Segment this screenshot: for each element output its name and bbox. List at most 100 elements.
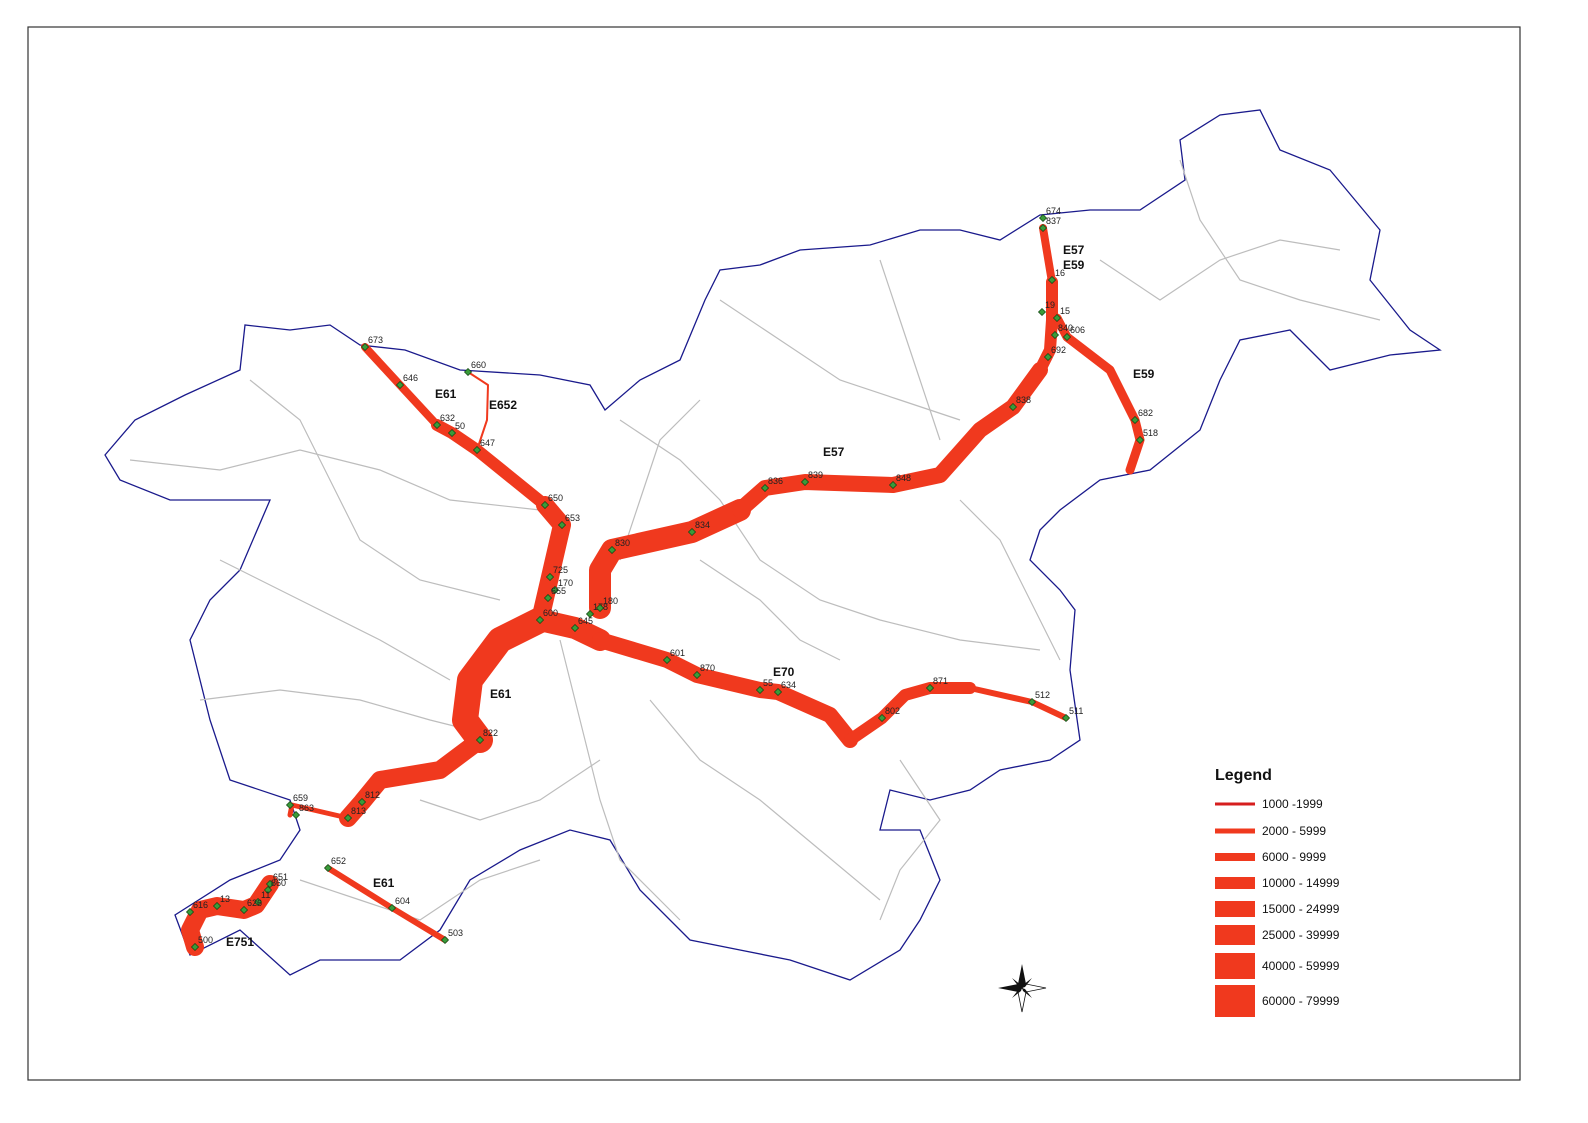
legend-swatch (1215, 802, 1255, 806)
station-marker (1061, 713, 1071, 723)
station-marker (692, 670, 702, 680)
station-marker (1130, 415, 1140, 425)
legend-label: 6000 - 9999 (1262, 850, 1326, 864)
legend-label: 40000 - 59999 (1262, 959, 1340, 973)
station-marker (877, 713, 887, 723)
stations: 6736466606325064765065372517065560017818… (185, 206, 1158, 952)
station-label: 652 (331, 856, 346, 866)
station-marker (253, 897, 263, 907)
station-marker (440, 935, 450, 945)
legend-label: 60000 - 79999 (1262, 994, 1340, 1008)
station-label: 812 (365, 790, 380, 800)
station-marker (540, 500, 550, 510)
station-label: 840 (1058, 323, 1073, 333)
route-label: E61 (435, 387, 457, 401)
station-label: 813 (351, 806, 366, 816)
station-label: 660 (471, 360, 486, 370)
station-marker (395, 380, 405, 390)
station-label: 651 (273, 872, 288, 882)
station-label: 653 (565, 513, 580, 523)
station-marker (800, 477, 810, 487)
station-marker (212, 901, 222, 911)
legend-swatch (1215, 853, 1255, 861)
legend-swatch (1215, 877, 1255, 889)
station-marker (1052, 313, 1062, 323)
station-marker (888, 480, 898, 490)
station-label: 673 (368, 335, 383, 345)
station-marker (432, 420, 442, 430)
station-marker (239, 905, 249, 915)
legend-label: 2000 - 5999 (1262, 824, 1326, 838)
route-label: E57 (1063, 243, 1085, 257)
station-label: 838 (1016, 395, 1031, 405)
station-marker (607, 545, 617, 555)
station-marker (1047, 275, 1057, 285)
station-label: 848 (896, 473, 911, 483)
station-marker (447, 428, 457, 438)
station-label: 500 (198, 935, 213, 945)
station-marker (291, 810, 301, 820)
station-marker (323, 863, 333, 873)
station-marker (1027, 697, 1037, 707)
route-label: E61 (490, 687, 512, 701)
station-marker (755, 685, 765, 695)
station-label: 650 (548, 493, 563, 503)
station-label: 836 (768, 476, 783, 486)
station-marker (1037, 307, 1047, 317)
station-label: 616 (193, 900, 208, 910)
station-marker (557, 520, 567, 530)
minor-roads (129, 159, 1381, 921)
station-marker (357, 797, 367, 807)
station-label: 50 (455, 421, 465, 431)
legend-swatch (1215, 828, 1255, 834)
station-marker (925, 683, 935, 693)
route-label: E652 (489, 398, 517, 412)
station-label: 600 (543, 608, 558, 618)
station-marker (760, 483, 770, 493)
station-label: 632 (440, 413, 455, 423)
station-label: 503 (448, 928, 463, 938)
legend-swatch (1215, 985, 1255, 1017)
station-marker (463, 367, 473, 377)
station-marker (550, 585, 560, 595)
station-marker (545, 572, 555, 582)
route-label: E70 (773, 665, 795, 679)
route-labels: E61 E652 E57 E59 E59 E57 E70 E61 E61 E75… (226, 243, 1155, 949)
legend-label: 15000 - 24999 (1262, 902, 1340, 916)
legend-swatch (1215, 901, 1255, 917)
station-label: 674 (1046, 206, 1061, 216)
station-marker (343, 813, 353, 823)
station-marker (1038, 223, 1048, 233)
station-label: 839 (808, 470, 823, 480)
station-marker (1038, 213, 1048, 223)
station-label: 822 (483, 728, 498, 738)
legend-label: 1000 -1999 (1262, 797, 1323, 811)
route-label: E59 (1063, 258, 1085, 272)
station-marker (185, 907, 195, 917)
station-marker (472, 445, 482, 455)
legend-swatch (1215, 925, 1255, 945)
legend: Legend 1000 -1999 2000 - 5999 6000 - 9999 1… (1215, 767, 1340, 1017)
legend-label: 10000 - 14999 (1262, 876, 1340, 890)
station-marker (543, 593, 553, 603)
station-label: 646 (403, 373, 418, 383)
station-label: 645 (578, 616, 593, 626)
station-label: 682 (1138, 408, 1153, 418)
station-marker (1008, 402, 1018, 412)
station-marker (570, 623, 580, 633)
station-label: 830 (615, 538, 630, 548)
station-marker (595, 603, 605, 613)
station-marker (773, 687, 783, 697)
station-label: 15 (1060, 306, 1070, 316)
station-label: 870 (700, 663, 715, 673)
station-label: 655 (551, 586, 566, 596)
station-label: 512 (1035, 690, 1050, 700)
station-marker (265, 879, 275, 889)
station-marker (1050, 330, 1060, 340)
station-label: 802 (885, 706, 900, 716)
station-marker (1135, 435, 1145, 445)
route-label: E59 (1133, 367, 1155, 381)
station-marker (535, 615, 545, 625)
station-label: 634 (781, 680, 796, 690)
